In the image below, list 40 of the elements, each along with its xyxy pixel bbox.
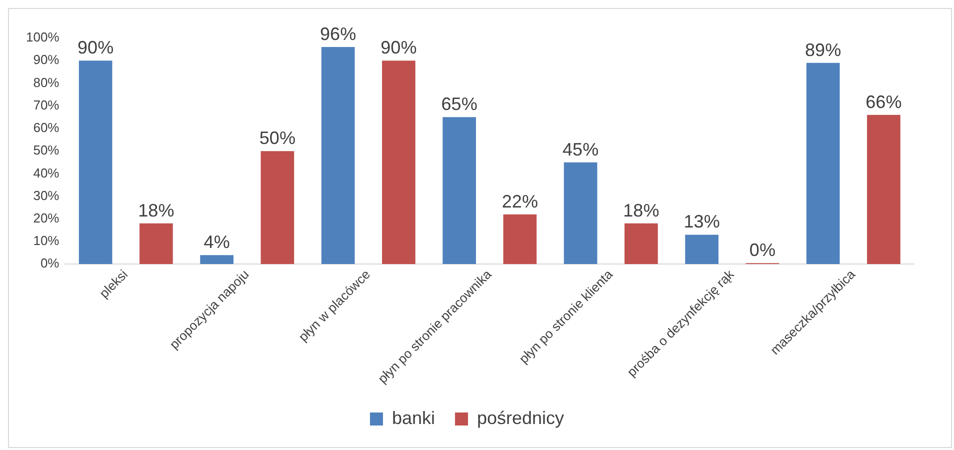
data-label: 96% (320, 24, 356, 44)
data-label: 89% (805, 40, 842, 60)
data-label: 18% (623, 200, 660, 220)
data-label: 50% (259, 128, 296, 148)
data-label: 66% (866, 92, 902, 112)
bar (503, 214, 537, 264)
y-tick-label: 100% (26, 30, 60, 45)
data-label: 0% (749, 240, 776, 260)
y-tick-label: 80% (33, 74, 60, 90)
y-tick-label: 70% (33, 97, 60, 112)
data-label: 4% (204, 232, 230, 252)
bar (867, 114, 900, 264)
bar (442, 117, 476, 264)
legend-label: pośrednicy (476, 408, 564, 428)
y-tick-label: 20% (33, 210, 60, 226)
data-label: 13% (684, 212, 720, 232)
bar (624, 223, 658, 264)
bar (685, 234, 718, 264)
bar (200, 255, 234, 264)
data-label: 90% (380, 38, 417, 58)
y-tick-label: 60% (33, 120, 60, 136)
bar (78, 60, 112, 264)
bar (806, 62, 840, 264)
y-tick-label: 10% (33, 233, 60, 248)
y-tick-label: 50% (33, 142, 60, 158)
legend-label: banki (392, 408, 435, 428)
bar (382, 60, 416, 264)
data-label: 45% (562, 139, 599, 160)
bar (260, 151, 294, 264)
data-label: 18% (138, 200, 174, 220)
bar (321, 47, 355, 264)
y-tick-label: 90% (33, 52, 60, 68)
bar (564, 162, 598, 264)
bar (140, 223, 173, 264)
data-label: 22% (502, 191, 538, 212)
y-tick-label: 0% (40, 256, 60, 271)
data-label: 90% (78, 38, 114, 58)
y-tick-label: 30% (33, 188, 60, 203)
y-tick-label: 40% (33, 165, 60, 180)
data-label: 65% (441, 94, 478, 114)
